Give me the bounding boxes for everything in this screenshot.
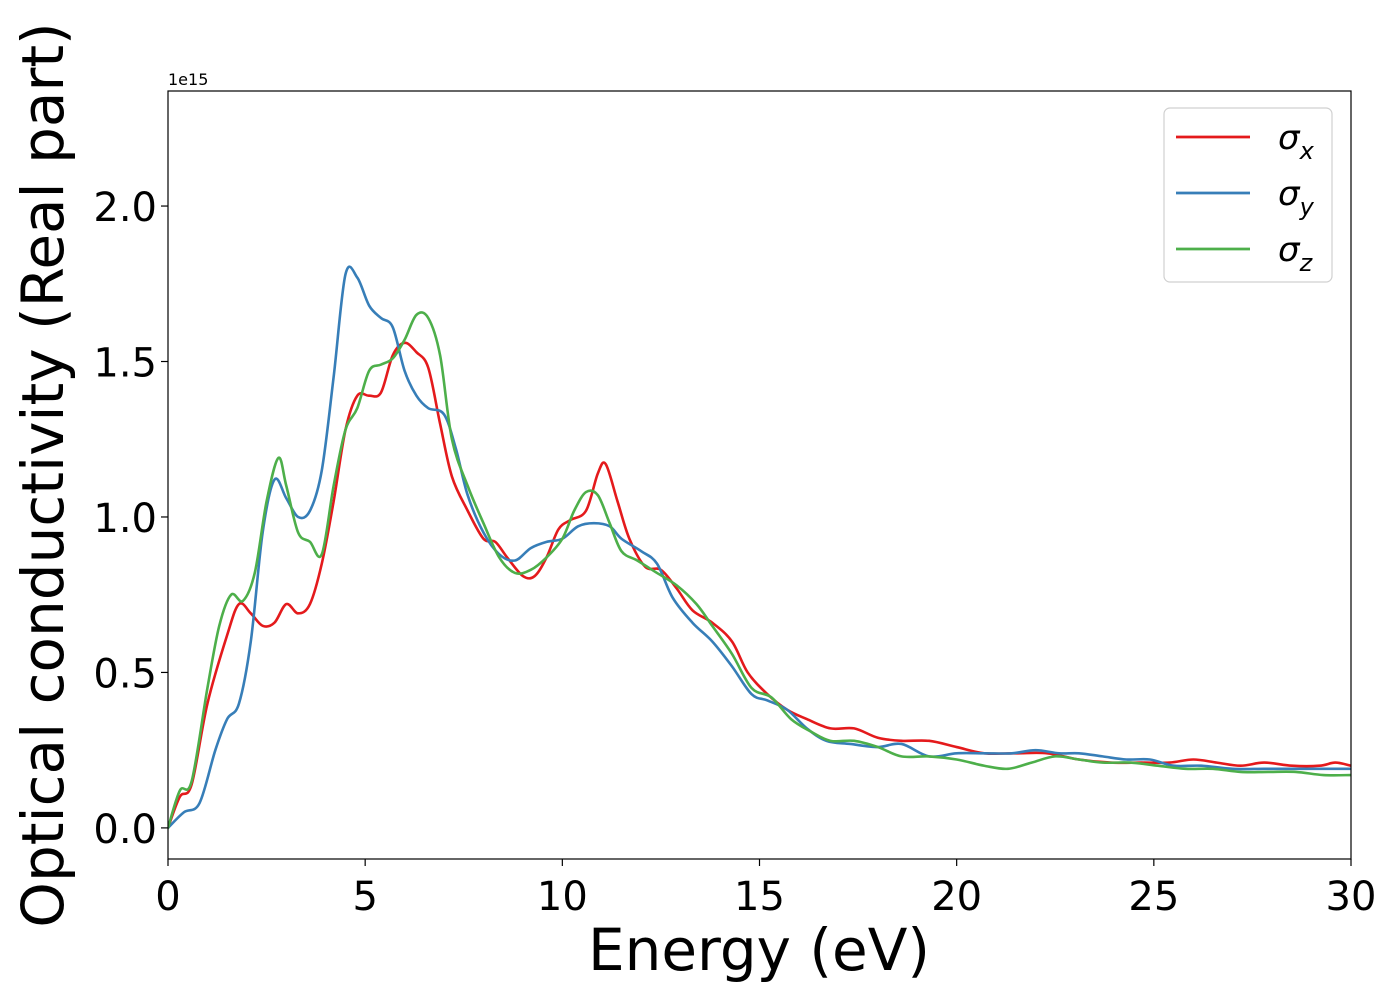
y-tick-label: 1.0 xyxy=(93,496,157,542)
y-tick-label: 2.0 xyxy=(93,185,157,231)
legend-subscript: z xyxy=(1299,249,1314,277)
legend-subscript: x xyxy=(1299,137,1315,165)
legend-label-x: σx xyxy=(1278,118,1315,165)
legend-sigma: σ xyxy=(1278,174,1301,214)
y-offset-label: 1e15 xyxy=(168,70,208,89)
x-tick-label: 25 xyxy=(1128,874,1179,920)
x-tick-label: 30 xyxy=(1326,874,1377,920)
x-axis-title: Energy (eV) xyxy=(588,916,930,984)
x-axis: 0 5 10 15 20 25 30 xyxy=(155,859,1376,920)
y-tick-label: 0.5 xyxy=(93,651,157,697)
legend-sigma: σ xyxy=(1278,230,1301,270)
x-tick-label: 0 xyxy=(155,874,180,920)
x-tick-label: 20 xyxy=(931,874,982,920)
legend-sigma: σ xyxy=(1278,118,1301,158)
legend-label-z: σz xyxy=(1278,230,1314,277)
x-tick-label: 5 xyxy=(352,874,377,920)
series-line-z xyxy=(168,311,1351,830)
x-tick-label: 15 xyxy=(734,874,785,920)
legend-label-y: σy xyxy=(1278,174,1315,221)
series-line-y xyxy=(168,265,1351,830)
y-tick-label: 0.0 xyxy=(93,807,157,853)
x-tick-label: 10 xyxy=(537,874,588,920)
legend-subscript: y xyxy=(1299,193,1315,221)
legend-box xyxy=(1163,107,1333,283)
y-axis: 0.0 0.5 1.0 1.5 2.0 xyxy=(93,185,168,853)
y-tick-label: 1.5 xyxy=(93,341,157,387)
y-axis-title: Optical conductivity (Real part) xyxy=(9,22,77,927)
series-layer xyxy=(168,265,1351,830)
